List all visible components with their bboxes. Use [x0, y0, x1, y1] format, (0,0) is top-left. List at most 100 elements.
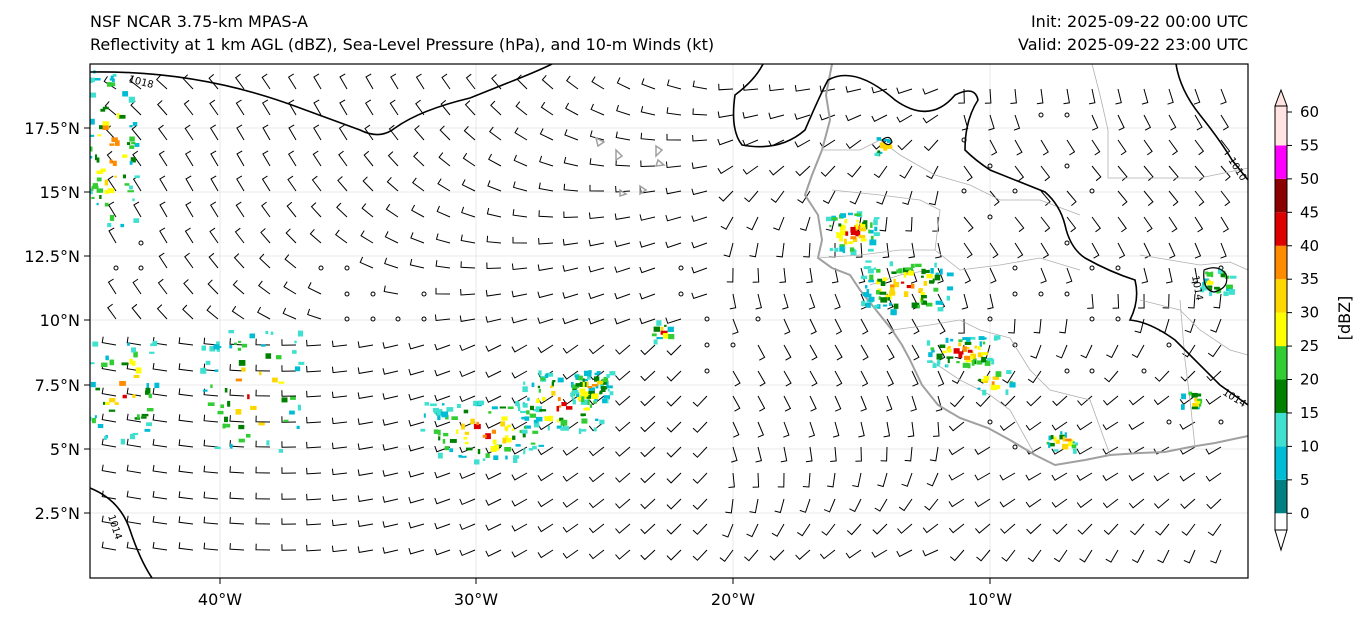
wind-barb: [905, 216, 913, 232]
reflectivity-echo: [930, 347, 935, 351]
reflectivity-echo: [112, 73, 117, 77]
reflectivity-echo: [945, 364, 949, 368]
reflectivity-echo: [95, 387, 100, 391]
wind-barb: [563, 156, 579, 167]
wind-barb: [949, 549, 965, 562]
wind-barb: [666, 523, 682, 535]
wind-barb: [208, 74, 219, 90]
reflectivity-echo: [874, 226, 878, 232]
wind-barb: [989, 190, 1000, 206]
wind-barb: [101, 490, 117, 500]
wind-barb: [229, 338, 245, 346]
wind-barb: [932, 421, 940, 437]
wind-barb: [288, 99, 297, 116]
reflectivity-echo: [588, 390, 595, 396]
wind-barb: [820, 165, 836, 177]
reflectivity-echo: [110, 82, 116, 87]
reflectivity-echo: [561, 402, 567, 407]
reflectivity-echo: [850, 236, 857, 240]
colorbar-tick-label-35: 35: [1300, 270, 1319, 288]
wind-barb: [847, 165, 862, 178]
wind-barb: [989, 267, 997, 284]
reflectivity-echo: [903, 291, 909, 297]
wind-barb: [782, 293, 789, 310]
reflectivity-echo: [91, 196, 95, 199]
reflectivity-echo: [967, 363, 971, 369]
wind-barb: [1194, 216, 1204, 233]
reflectivity-echo: [910, 267, 913, 272]
reflectivity-echo: [109, 398, 116, 403]
wind-barb: [852, 472, 862, 488]
wind-barb: [691, 266, 708, 274]
reflectivity-echo: [524, 416, 530, 421]
wind-barb: [640, 344, 656, 356]
reflectivity-echo: [572, 384, 578, 389]
init-time: Init: 2025-09-22 00:00 UTC: [1030, 12, 1248, 31]
wind-barb: [908, 242, 915, 259]
wind-barb: [566, 75, 579, 90]
reflectivity-echo: [482, 434, 487, 438]
wind-barb: [485, 549, 502, 557]
wind-barb: [832, 421, 840, 438]
wind-barb: [334, 229, 348, 244]
reflectivity-echo: [935, 272, 939, 276]
wind-barb: [159, 201, 168, 218]
wind-barb: [286, 201, 297, 218]
wind-barb: [437, 178, 451, 192]
wind-barb: [485, 395, 502, 403]
wind-barb: [949, 395, 965, 408]
wind-barb: [935, 242, 942, 259]
reflectivity-echo: [603, 376, 609, 383]
calm-wind-marker: [987, 316, 993, 322]
reflectivity-echo: [90, 134, 95, 137]
reflectivity-echo: [865, 302, 871, 308]
wind-barb: [184, 252, 194, 269]
wind-barb: [107, 175, 117, 192]
wind-barb: [434, 369, 451, 377]
wind-barb: [1187, 293, 1196, 309]
wind-barb: [588, 421, 605, 432]
wind-barb: [744, 190, 759, 203]
reflectivity-echo: [870, 222, 873, 228]
wind-barb: [338, 150, 348, 167]
wind-barb: [435, 260, 451, 269]
wind-barb: [282, 307, 297, 320]
reflectivity-echo: [523, 381, 526, 385]
wind-barb: [255, 364, 271, 372]
wind-barb: [823, 498, 836, 513]
wind-barb: [1206, 498, 1222, 510]
reflectivity-echo: [225, 423, 231, 428]
wind-barb: [408, 342, 425, 350]
wind-barb: [441, 73, 451, 90]
reflectivity-echo: [946, 295, 950, 301]
wind-barb: [639, 317, 656, 325]
wind-barb: [1143, 114, 1152, 131]
wind-barb: [665, 187, 682, 195]
reflectivity-echo: [933, 287, 939, 292]
reflectivity-echo: [437, 429, 441, 436]
colorbar-tick-label-55: 55: [1300, 136, 1319, 154]
wind-barb: [590, 103, 605, 116]
reflectivity-echo: [596, 371, 601, 375]
wind-barb: [537, 344, 554, 354]
reflectivity-echo: [109, 215, 115, 221]
wind-barb: [182, 74, 194, 90]
reflectivity-echo: [457, 404, 461, 408]
wind-barb: [666, 421, 682, 433]
reflectivity-echo: [594, 399, 598, 402]
wind-barb: [463, 125, 476, 141]
reflectivity-echo: [442, 438, 446, 444]
reflectivity-echo: [607, 388, 610, 392]
reflectivity-echo: [235, 409, 242, 415]
fields-title: Reflectivity at 1 km AGL (dBZ), Sea-Leve…: [90, 35, 715, 54]
reflectivity-echo: [577, 385, 580, 388]
wind-barb: [819, 114, 836, 121]
wind-barb: [858, 421, 865, 438]
reflectivity-echo: [538, 388, 541, 393]
reflectivity-echo: [437, 452, 443, 459]
reflectivity-echo: [1188, 393, 1191, 396]
wind-barb: [287, 73, 297, 90]
colorbar-max-extend: [1274, 88, 1288, 107]
wind-barb: [615, 370, 631, 381]
wind-barb: [640, 421, 656, 433]
